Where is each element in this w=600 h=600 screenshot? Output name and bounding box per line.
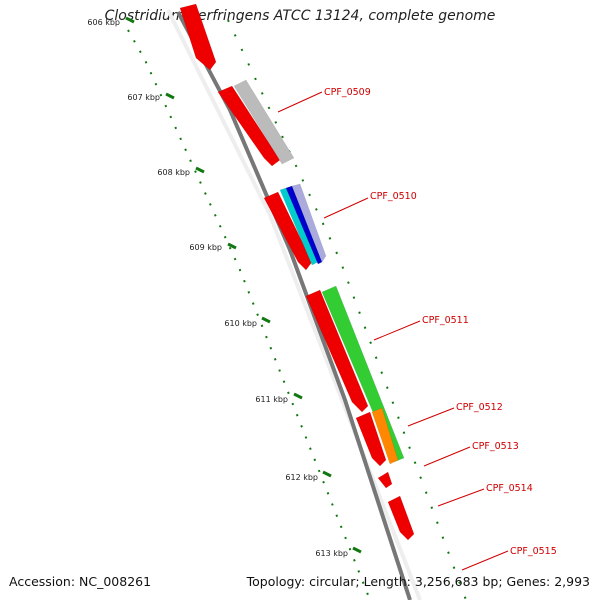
tick-mark (322, 470, 332, 478)
gene-label[interactable]: CPF_0515 (510, 546, 557, 557)
gene-callout-line (423, 446, 471, 467)
gene-label[interactable]: CPF_0512 (456, 402, 503, 413)
gene-label[interactable]: CPF_0511 (422, 315, 469, 326)
tick-label: 613 kbp (315, 549, 348, 558)
topology-label: Topology: circular; Length: 3,256,683 bp… (246, 574, 590, 589)
gene-callout-line (437, 488, 485, 507)
tick-mark (227, 242, 237, 250)
gene-label[interactable]: CPF_0513 (472, 441, 519, 452)
tick-mark (165, 92, 175, 100)
genome-backbone (176, 11, 412, 600)
map-title: Clostridium perfringens ATCC 13124, comp… (104, 8, 496, 24)
tick-label: 612 kbp (285, 473, 318, 482)
tick-mark (352, 546, 362, 554)
cds-arrow (217, 85, 281, 167)
tick-label: 606 kbp (87, 18, 120, 27)
cds-arrow (179, 3, 217, 71)
tick-mark (261, 316, 271, 324)
cds-arrow (305, 289, 369, 413)
accession-label: Accession: NC_008261 (9, 574, 152, 589)
cds-arrow (387, 495, 415, 541)
gene-callout-line (407, 407, 455, 427)
gene-label[interactable]: CPF_0514 (486, 483, 533, 494)
tick-label: 608 kbp (157, 168, 190, 177)
gene-label[interactable]: CPF_0509 (324, 87, 371, 98)
orange-feature (371, 407, 399, 465)
gene-label[interactable]: CPF_0510 (370, 191, 417, 202)
tick-label: 609 kbp (189, 243, 222, 252)
gene-callout-line (461, 550, 509, 571)
gene-callout-line (373, 320, 421, 341)
cds-arrow (377, 471, 393, 489)
tick-label: 607 kbp (127, 93, 160, 102)
lavender-feature (291, 183, 327, 263)
right-dotted-track (227, 19, 467, 600)
cds-arrow (263, 191, 313, 271)
gray-feature (233, 79, 295, 165)
tick-mark (125, 16, 135, 24)
gene-callout-line (277, 91, 323, 113)
tick-label: 610 kbp (224, 319, 257, 328)
tick-mark (195, 166, 205, 174)
tick-mark (293, 392, 303, 400)
gene-callout-line (323, 197, 369, 219)
tick-label: 611 kbp (255, 395, 288, 404)
cds-arrow (355, 411, 387, 467)
